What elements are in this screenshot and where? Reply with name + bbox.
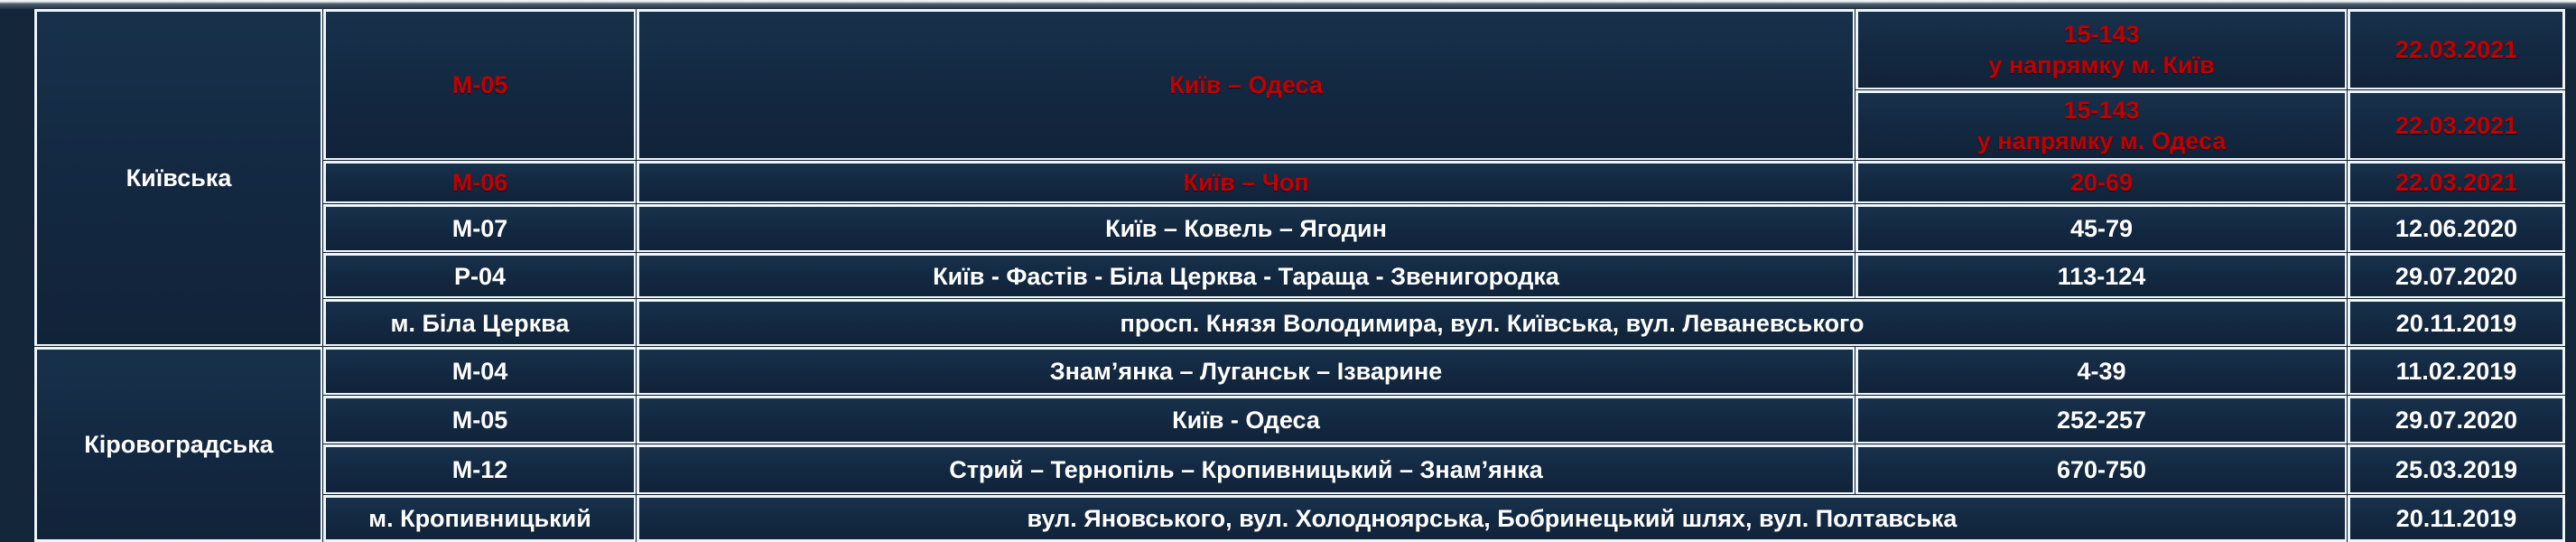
road-code-cell: м. Біла Церква: [323, 299, 637, 347]
road-code-cell: М-07: [323, 204, 637, 253]
date-cell: 29.07.2020: [2348, 253, 2565, 299]
route-cell: вул. Яновського, вул. Холодноярська, Боб…: [637, 495, 2348, 542]
route-cell: просп. Князя Володимира, вул. Київська, …: [637, 299, 2348, 347]
route-cell: Знам’янка – Луганськ – Ізварине: [637, 347, 1855, 396]
date-cell: 25.03.2019: [2348, 444, 2565, 495]
route-cell: Київ – Ковель – Ягодин: [637, 204, 1855, 253]
date-cell: 12.06.2020: [2348, 204, 2565, 253]
km-range-cell: 15-143 у напрямку м. Одеса: [1855, 90, 2348, 161]
region-cell-kyivska: Київська: [34, 9, 323, 347]
left-margin-strip: [0, 0, 34, 542]
km-range-cell: 15-143 у напрямку м. Київ: [1855, 9, 2348, 90]
road-code-cell: м. Кропивницький: [323, 495, 637, 542]
km-range-cell: 20-69: [1855, 161, 2348, 204]
region-cell-kirovohradska: Кіровоградська: [34, 347, 323, 542]
road-repairs-table: Київська Кіровоградська М-05 Київ – Одес…: [34, 9, 2565, 542]
date-cell: 20.11.2019: [2348, 299, 2565, 347]
road-code-cell: М-06: [323, 161, 637, 204]
date-cell: 29.07.2020: [2348, 396, 2565, 444]
route-cell: Київ - Одеса: [637, 396, 1855, 444]
road-code-cell: Р-04: [323, 253, 637, 299]
route-cell: Київ – Чоп: [637, 161, 1855, 204]
route-cell: Стрий – Тернопіль – Кропивницький – Знам…: [637, 444, 1855, 495]
date-cell: 22.03.2021: [2348, 161, 2565, 204]
date-cell: 20.11.2019: [2348, 495, 2565, 542]
right-margin-strip: [2565, 0, 2576, 542]
road-code-cell: М-05: [323, 9, 637, 161]
road-code-cell: М-04: [323, 347, 637, 396]
road-code-cell: М-12: [323, 444, 637, 495]
km-range-cell: 252-257: [1855, 396, 2348, 444]
top-edge-shadow: [0, 0, 2576, 9]
route-cell: Київ - Фастів - Біла Церква - Тараща - З…: [637, 253, 1855, 299]
route-cell: Київ – Одеса: [637, 9, 1855, 161]
road-code-cell: М-05: [323, 396, 637, 444]
km-range-cell: 670-750: [1855, 444, 2348, 495]
km-range-cell: 4-39: [1855, 347, 2348, 396]
date-cell: 22.03.2021: [2348, 9, 2565, 90]
km-range-cell: 45-79: [1855, 204, 2348, 253]
date-cell: 11.02.2019: [2348, 347, 2565, 396]
km-range-cell: 113-124: [1855, 253, 2348, 299]
date-cell: 22.03.2021: [2348, 90, 2565, 161]
